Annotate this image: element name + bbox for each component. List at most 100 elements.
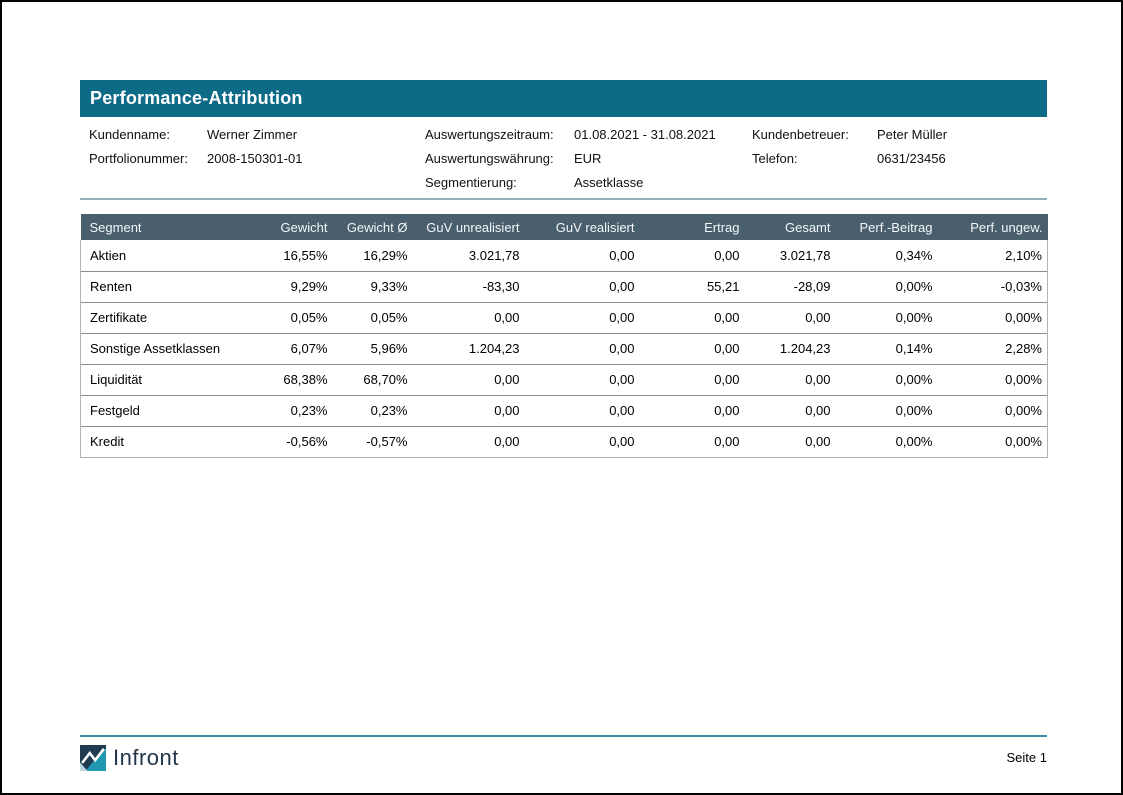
value-cell: 0,00% xyxy=(835,425,938,458)
table-row: Zertifikate 0,05% 0,05% 0,00 0,00 0,00 0,00 0,0… xyxy=(80,301,1048,333)
value-cell: 0,14% xyxy=(835,332,938,364)
value-cell: 1.204,23 xyxy=(412,332,525,364)
value-cell: -28,09 xyxy=(744,270,836,302)
value-cell: 68,38% xyxy=(270,363,333,395)
value-cell: 9,29% xyxy=(270,270,333,302)
value-cell: 0,00% xyxy=(835,363,938,395)
value-cell: 0,00 xyxy=(524,301,640,333)
value-cell: 6,07% xyxy=(270,332,333,364)
value-cell: 0,00 xyxy=(524,425,640,458)
value-cell: 3.021,78 xyxy=(744,240,836,271)
column-header: Gewicht Ø xyxy=(332,214,413,240)
value-cell: 0,05% xyxy=(332,301,413,333)
attribution-table-wrap: Segment Gewicht Gewicht Ø GuV unrealisiert G… xyxy=(80,214,1048,458)
info-label: Auswertungswährung: xyxy=(425,151,554,166)
table-row: Sonstige Assetklassen 6,07% 5,96% 1.204,23 0… xyxy=(80,332,1048,364)
value-cell: 0,00 xyxy=(524,363,640,395)
value-cell: 0,00 xyxy=(744,301,836,333)
column-header: Segment xyxy=(80,214,271,240)
value-cell: 0,05% xyxy=(270,301,333,333)
value-cell: 0,00 xyxy=(412,301,525,333)
table-row: Renten 9,29% 9,33% -83,30 0,00 55,21 -28,09 0,0… xyxy=(80,270,1048,302)
column-header: Perf. ungew. xyxy=(937,214,1048,240)
value-cell: 0,00 xyxy=(524,332,640,364)
info-value: EUR xyxy=(574,151,602,166)
report-info-block: Kundenname: Werner Zimmer Portfolionumme… xyxy=(80,123,1047,197)
info-label: Kundenname: xyxy=(89,127,170,142)
info-row: Kundenbetreuer: Peter Müller xyxy=(752,123,947,147)
info-row: Auswertungszeitraum: 01.08.2021 - 31.08.… xyxy=(425,123,716,147)
info-group-advisor: Kundenbetreuer: Peter Müller Telefon: 06… xyxy=(752,123,947,171)
value-cell: 0,00% xyxy=(835,301,938,333)
segment-cell: Renten xyxy=(80,270,271,302)
value-cell: 2,28% xyxy=(937,332,1048,364)
column-header: GuV unrealisiert xyxy=(412,214,525,240)
info-value: Assetklasse xyxy=(574,175,644,190)
value-cell: 0,00% xyxy=(937,301,1048,333)
column-header: Ertrag xyxy=(639,214,745,240)
info-group-evaluation: Auswertungszeitraum: 01.08.2021 - 31.08.… xyxy=(425,123,716,195)
column-header: Gewicht xyxy=(270,214,333,240)
value-cell: 0,00 xyxy=(412,425,525,458)
value-cell: -83,30 xyxy=(412,270,525,302)
value-cell: 9,33% xyxy=(332,270,413,302)
value-cell: -0,56% xyxy=(270,425,333,458)
info-label: Segmentierung: xyxy=(425,175,517,190)
value-cell: 68,70% xyxy=(332,363,413,395)
info-label: Portfolionummer: xyxy=(89,151,188,166)
value-cell: 0,00 xyxy=(744,363,836,395)
info-label: Telefon: xyxy=(752,151,798,166)
value-cell: 1.204,23 xyxy=(744,332,836,364)
value-cell: 0,00% xyxy=(835,270,938,302)
value-cell: 0,00 xyxy=(639,394,745,426)
segment-cell: Festgeld xyxy=(80,394,271,426)
info-group-customer: Kundenname: Werner Zimmer Portfolionumme… xyxy=(89,123,302,171)
value-cell: 0,00% xyxy=(937,363,1048,395)
value-cell: 0,00 xyxy=(639,301,745,333)
infront-logo-icon xyxy=(80,745,106,771)
page-title: Performance-Attribution xyxy=(80,80,1047,117)
brand-wordmark: Infront xyxy=(113,745,179,770)
value-cell: 0,23% xyxy=(332,394,413,426)
value-cell: 5,96% xyxy=(332,332,413,364)
info-row: Auswertungswährung: EUR xyxy=(425,147,716,171)
table-row: Festgeld 0,23% 0,23% 0,00 0,00 0,00 0,00 0,00% 0… xyxy=(80,394,1048,426)
info-value: 01.08.2021 - 31.08.2021 xyxy=(574,127,716,142)
column-header: Gesamt xyxy=(744,214,836,240)
value-cell: 0,00 xyxy=(639,363,745,395)
table-row: Kredit -0,56% -0,57% 0,00 0,00 0,00 0,00 0,00% 0… xyxy=(80,425,1048,458)
info-value: Werner Zimmer xyxy=(207,127,298,142)
value-cell: 0,00% xyxy=(835,394,938,426)
info-row: Telefon: 0631/23456 xyxy=(752,147,947,171)
segment-cell: Aktien xyxy=(80,240,271,271)
value-cell: 2,10% xyxy=(937,240,1048,271)
value-cell: 0,00 xyxy=(412,394,525,426)
info-label: Kundenbetreuer: xyxy=(752,127,849,142)
value-cell: -0,03% xyxy=(937,270,1048,302)
value-cell: 0,00 xyxy=(639,425,745,458)
info-row: Portfolionummer: 2008-150301-01 xyxy=(89,147,302,171)
column-header: Perf.-Beitrag xyxy=(835,214,938,240)
column-header: GuV realisiert xyxy=(524,214,640,240)
value-cell: -0,57% xyxy=(332,425,413,458)
table-body: Aktien 16,55% 16,29% 3.021,78 0,00 0,00 3.021,… xyxy=(80,240,1048,458)
value-cell: 0,00 xyxy=(744,394,836,426)
value-cell: 0,00% xyxy=(937,394,1048,426)
footer-divider xyxy=(80,735,1047,737)
table-row: Aktien 16,55% 16,29% 3.021,78 0,00 0,00 3.021,… xyxy=(80,240,1048,271)
value-cell: 3.021,78 xyxy=(412,240,525,271)
page-number: Seite 1 xyxy=(1006,750,1047,765)
value-cell: 0,00 xyxy=(524,270,640,302)
segment-cell: Liquidität xyxy=(80,363,271,395)
value-cell: 0,00 xyxy=(639,332,745,364)
table-row: Liquidität 68,38% 68,70% 0,00 0,00 0,00 0,00 0,… xyxy=(80,363,1048,395)
value-cell: 0,34% xyxy=(835,240,938,271)
table-header-row: Segment Gewicht Gewicht Ø GuV unrealisiert G… xyxy=(80,214,1048,240)
info-row: Kundenname: Werner Zimmer xyxy=(89,123,302,147)
value-cell: 0,00 xyxy=(524,240,640,271)
value-cell: 0,23% xyxy=(270,394,333,426)
brand-footer: Infront xyxy=(80,745,179,771)
info-value: 0631/23456 xyxy=(877,151,946,166)
info-value: 2008-150301-01 xyxy=(207,151,303,166)
